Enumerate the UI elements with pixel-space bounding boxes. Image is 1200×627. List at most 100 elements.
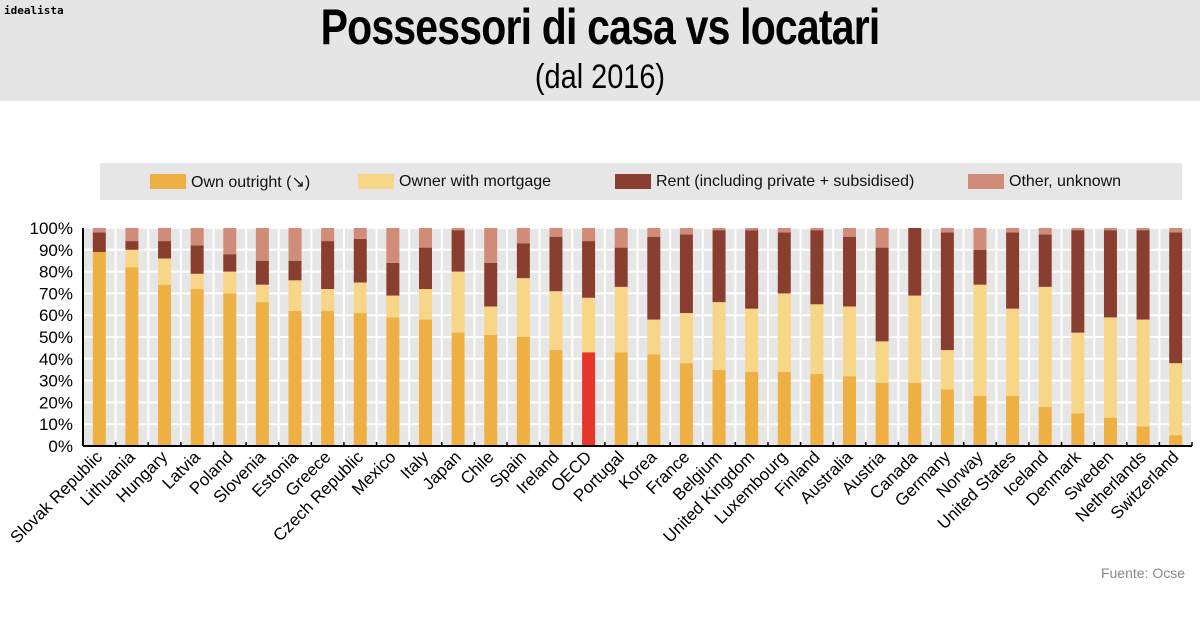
y-tick-label: 100% [30,219,73,238]
bar-segment [516,337,530,446]
bar-segment [1038,406,1052,446]
bar-segment [255,228,269,261]
bar-segment [223,293,237,446]
bar-segment [92,251,106,446]
bar-segment [810,228,824,231]
bar-segment [908,382,922,446]
legend-label: Own outright (↘) [191,173,311,191]
bar-segment [255,302,269,446]
bar-segment [679,363,693,446]
bar-segment [745,371,759,446]
bar-segment [1103,230,1117,318]
bar-segment [353,238,367,283]
bar-segment [418,247,432,290]
bar-segment [386,295,400,318]
bar-segment [451,228,465,231]
bar-segment [1071,230,1085,333]
bar-segment [451,332,465,446]
bar-segment [255,260,269,285]
bar-segment [843,306,857,377]
bar-segment [484,334,498,446]
bar-segment [1169,228,1183,233]
bar-segment [353,282,367,314]
bar-segment [549,236,563,292]
bar-segment [679,313,693,364]
bar-segment [190,273,204,290]
bar-segment [777,293,791,372]
bar-segment [516,278,530,337]
bar-segment [582,352,596,446]
y-tick-label: 30% [39,372,73,391]
bar-segment [647,228,661,237]
bar-segment [810,374,824,446]
bar-segment [1169,232,1183,364]
y-tick-label: 50% [39,328,73,347]
header-banner: idealista Possessori di casa vs locatari… [0,0,1200,101]
bar-segment [158,241,172,259]
y-tick-label: 40% [39,350,73,369]
legend-label: Other, unknown [1009,172,1122,190]
legend-item: Own outright (↘) [150,172,310,192]
legend-item: Other, unknown [968,173,1121,191]
bar-segment [1169,363,1183,436]
bar-segment [843,228,857,237]
bar-segment [1136,426,1150,446]
bar-segment [516,228,530,244]
legend-swatch [615,174,651,189]
bar-segment [875,228,889,248]
bar-segment [549,291,563,351]
bar-segment [647,354,661,446]
bar-segment [582,228,596,242]
bar-segment [418,319,432,446]
bar-segment [614,286,628,353]
bar-segment [777,232,791,294]
bar-segment [125,228,139,242]
bar-segment [1103,228,1117,231]
bar-segment [288,228,302,261]
bar-segment [745,228,759,231]
bar-segment [777,228,791,233]
bar-segment [582,241,596,298]
bar-segment [386,262,400,296]
bar-segment [353,313,367,446]
y-tick-label: 0% [48,437,73,456]
bar-segment [940,389,954,446]
bar-segment [353,228,367,239]
bar-segment [190,228,204,246]
bar-segment [973,395,987,446]
bar-segment [223,228,237,255]
bar-segment [451,271,465,333]
legend-swatch [150,174,186,189]
bar-segment [1006,308,1020,396]
bar-segment [745,308,759,372]
bar-segment [1169,435,1183,446]
bar-segment [255,284,269,303]
bar-segment [679,228,693,235]
bar-segment [908,295,922,383]
bar-segment [321,310,335,446]
bar-segment [1071,332,1085,414]
brand-logo: idealista [4,4,64,17]
bar-segment [418,289,432,320]
bar-segment [908,228,922,296]
source-note: Fuente: Ocse [1100,565,1185,581]
bar-segment [1038,234,1052,287]
bar-segment [190,245,204,274]
page-title: Possessori di casa vs locatari [320,0,881,55]
bar-segment [418,228,432,248]
bar-segment [125,267,139,446]
bar-segment [777,371,791,446]
bar-segment [158,284,172,446]
bar-segment [451,230,465,272]
y-tick-label: 70% [39,284,73,303]
bar-segment [712,228,726,231]
bar-segment [679,234,693,314]
bar-segment [1103,317,1117,418]
bar-segment [940,228,954,233]
bar-segment [647,236,661,320]
bar-segment [223,254,237,272]
bar-segment [549,228,563,237]
legend-swatch [968,174,1004,189]
bar-segment [386,317,400,446]
bar-segment [549,350,563,446]
